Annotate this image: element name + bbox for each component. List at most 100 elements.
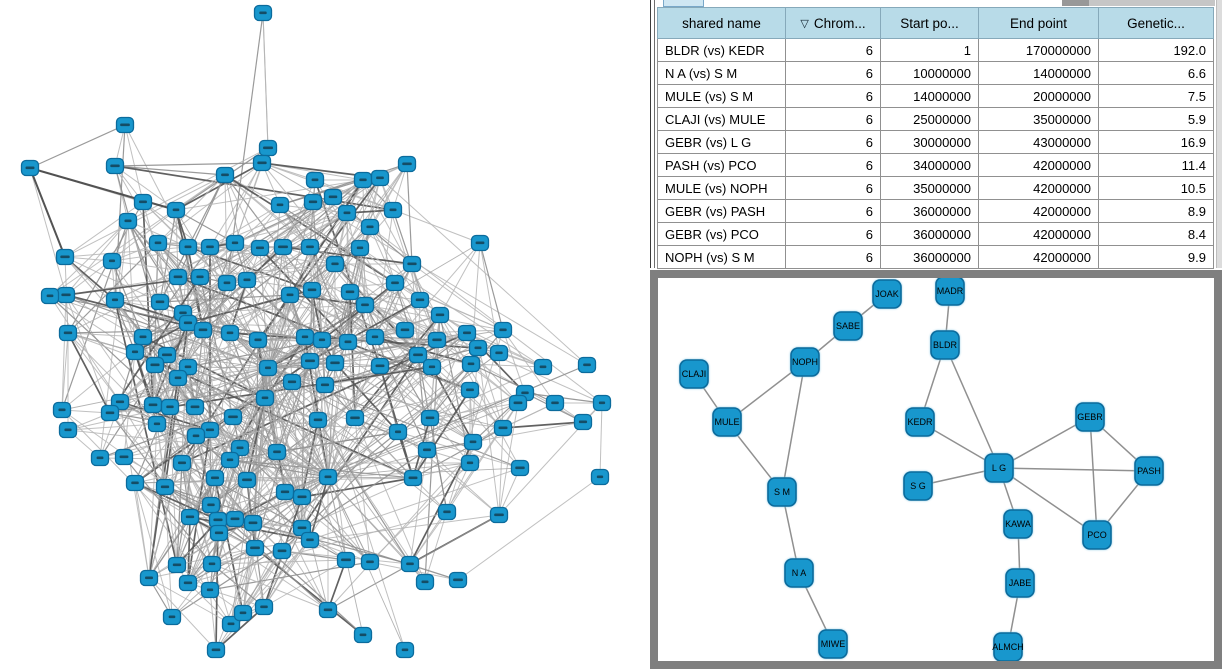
cell-value[interactable]: 6 [785,107,881,131]
cell-value[interactable]: 42000000 [978,199,1099,223]
cell-value[interactable]: 6 [785,130,881,154]
cell-value[interactable]: 6 [785,222,881,246]
column-header-shared-name[interactable]: shared name [657,7,786,39]
cell-value[interactable]: 6 [785,245,881,269]
table-scrollbar-track[interactable] [1216,0,1222,268]
column-header-chrom[interactable]: ▽ Chrom... [785,7,881,39]
cell-value[interactable]: 42000000 [978,245,1099,269]
cell-shared-name[interactable]: GEBR (vs) L G [657,130,786,154]
node-label-smudge [475,241,485,245]
cell-shared-name[interactable]: MULE (vs) S M [657,84,786,108]
network-edge [334,263,438,341]
cell-value[interactable]: 192.0 [1098,38,1214,62]
cell-value[interactable]: 34000000 [880,153,979,177]
network-node-jabe[interactable] [1005,568,1035,598]
cell-value[interactable]: 6.6 [1098,61,1214,85]
network-edge [187,511,448,584]
network-node-s-g[interactable] [903,471,933,501]
cell-value[interactable]: 43000000 [978,130,1099,154]
network-node-s-m[interactable] [767,477,797,507]
network-node-mule[interactable] [712,407,742,437]
cell-value[interactable]: 6 [785,84,881,108]
subnetwork-canvas[interactable]: JOAK SABE NOPH CLAJI MULE S M N A MIWE MADR BLDR K… [658,278,1214,661]
cell-value[interactable]: 14000000 [978,61,1099,85]
column-header-genetic[interactable]: Genetic... [1098,7,1214,39]
cell-shared-name[interactable]: CLAJI (vs) MULE [657,107,786,131]
dense-network-canvas[interactable] [0,0,650,669]
cell-value[interactable]: 6 [785,176,881,200]
network-node-l-g[interactable] [984,453,1014,483]
network-node-miwe[interactable] [818,629,848,659]
table-row[interactable]: GEBR (vs) PCO 6 36000000 42000000 8.4 [657,222,1214,246]
cell-value[interactable]: 16.9 [1098,130,1214,154]
cell-value[interactable]: 10000000 [880,61,979,85]
cell-value[interactable]: 42000000 [978,222,1099,246]
table-row[interactable]: MULE (vs) NOPH 6 35000000 42000000 10.5 [657,176,1214,200]
network-node-sabe[interactable] [833,311,863,341]
cell-shared-name[interactable]: BLDR (vs) KEDR [657,38,786,62]
network-node-gebr[interactable] [1075,402,1105,432]
cell-value[interactable]: 5.9 [1098,107,1214,131]
table-row[interactable]: CLAJI (vs) MULE 6 25000000 35000000 5.9 [657,107,1214,131]
cell-shared-name[interactable]: NOPH (vs) S M [657,245,786,269]
cell-value[interactable]: 6 [785,153,881,177]
table-row[interactable]: MULE (vs) S M 6 14000000 20000000 7.5 [657,84,1214,108]
cell-shared-name[interactable]: GEBR (vs) PASH [657,199,786,223]
cell-value[interactable]: 6 [785,38,881,62]
cell-value[interactable]: 35000000 [978,107,1099,131]
cell-value[interactable]: 10.5 [1098,176,1214,200]
cell-shared-name[interactable]: GEBR (vs) PCO [657,222,786,246]
network-node-joak[interactable] [872,279,902,309]
cell-value[interactable]: 30000000 [880,130,979,154]
network-node-madr[interactable] [935,278,965,306]
node-label-smudge [173,275,183,279]
network-node-noph[interactable] [790,347,820,377]
cell-value[interactable]: 170000000 [978,38,1099,62]
column-header-end-point[interactable]: End point [978,7,1099,39]
network-node-claji[interactable] [679,359,709,389]
table-row[interactable]: BLDR (vs) KEDR 6 1 170000000 192.0 [657,38,1214,62]
table-row[interactable]: GEBR (vs) PASH 6 36000000 42000000 8.9 [657,199,1214,223]
node-label-smudge [466,388,474,392]
network-node-kedr[interactable] [905,407,935,437]
filter-icon[interactable]: ▽ [800,17,809,30]
cell-value[interactable]: 8.4 [1098,222,1214,246]
cell-shared-name[interactable]: N A (vs) S M [657,61,786,85]
cell-value[interactable]: 36000000 [880,245,979,269]
cell-value[interactable]: 1 [880,38,979,62]
cell-value[interactable]: 42000000 [978,176,1099,200]
network-node-n-a[interactable] [784,558,814,588]
cell-value[interactable]: 36000000 [880,222,979,246]
table-row[interactable]: NOPH (vs) S M 6 36000000 42000000 9.9 [657,245,1214,269]
network-node-pco[interactable] [1082,520,1112,550]
scrollbar-fragment-blue[interactable] [663,0,704,7]
cell-value[interactable]: 9.9 [1098,245,1214,269]
panel-splitter[interactable] [650,0,651,268]
cell-value[interactable]: 35000000 [880,176,979,200]
cell-value[interactable]: 11.4 [1098,153,1214,177]
table-row[interactable]: GEBR (vs) L G 6 30000000 43000000 16.9 [657,130,1214,154]
cell-value[interactable]: 8.9 [1098,199,1214,223]
cell-shared-name[interactable]: MULE (vs) NOPH [657,176,786,200]
cell-value[interactable]: 6 [785,199,881,223]
column-header-start-po[interactable]: Start po... [880,7,979,39]
cell-value[interactable]: 36000000 [880,199,979,223]
node-label-smudge [578,420,588,424]
network-node-bldr[interactable] [930,330,960,360]
cell-value[interactable]: 14000000 [880,84,979,108]
cell-value[interactable]: 6 [785,61,881,85]
node-label-smudge [139,200,147,204]
network-node-kawa[interactable] [1003,509,1033,539]
cell-value[interactable]: 42000000 [978,153,1099,177]
network-node-almch[interactable] [993,632,1023,661]
cell-shared-name[interactable]: PASH (vs) PCO [657,153,786,177]
table-row[interactable]: PASH (vs) PCO 6 34000000 42000000 11.4 [657,153,1214,177]
table-row[interactable]: N A (vs) S M 6 10000000 14000000 6.6 [657,61,1214,85]
scrollbar-thumb-fragment[interactable] [1062,0,1089,6]
cell-value[interactable]: 7.5 [1098,84,1214,108]
network-node-pash[interactable] [1134,456,1164,486]
scrollbar-fragment-gray[interactable] [1062,0,1215,6]
network-edge [177,367,269,379]
cell-value[interactable]: 25000000 [880,107,979,131]
cell-value[interactable]: 20000000 [978,84,1099,108]
